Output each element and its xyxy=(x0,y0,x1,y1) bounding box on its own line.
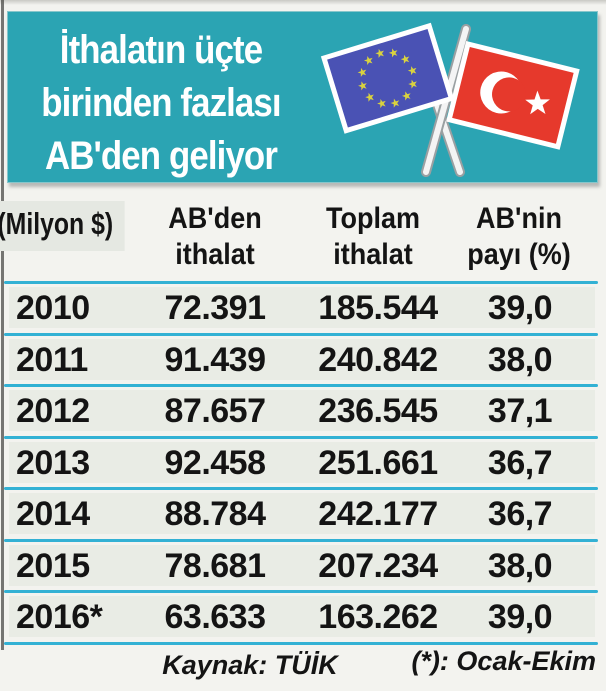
ab-payi-cell: 37,1 xyxy=(487,392,553,430)
toplam-ithalat-cell: 242.177 xyxy=(318,495,438,533)
year-cell: 2015 xyxy=(16,547,90,585)
year-cell: 2011 xyxy=(16,341,88,379)
row-band xyxy=(9,339,595,380)
ab-ithalat-cell: 72.391 xyxy=(164,289,267,327)
ab-ithalat-cell: 92.458 xyxy=(164,444,267,482)
row-band xyxy=(9,596,595,637)
ab-payi-cell: 38,0 xyxy=(487,341,553,379)
ab-payi-cell: 39,0 xyxy=(487,598,553,636)
ab-payi-cell: 38,0 xyxy=(487,547,553,585)
row-band xyxy=(9,545,595,586)
ab-ithalat-cell: 91.439 xyxy=(164,341,267,379)
scan-edge-left xyxy=(1,0,4,650)
toplam-ithalat-cell: 240.842 xyxy=(318,341,438,379)
year-cell: 2012 xyxy=(16,392,90,430)
toplam-ithalat-cell: 207.234 xyxy=(318,547,438,585)
table-row-2014: 2014 88.784 242.177 36,7 xyxy=(0,490,606,537)
row-band xyxy=(9,493,595,534)
headline-line-3: AB'den geliyor xyxy=(44,134,278,178)
year-cell: 2010 xyxy=(16,289,90,327)
headline-title: İthalatın üçte birinden fazlası AB'den g… xyxy=(31,24,290,183)
headline-line-1: İthalatın üçte xyxy=(59,28,263,72)
row-band xyxy=(9,442,595,483)
ab-payi-cell: 39,0 xyxy=(487,289,553,327)
toplam-ithalat-cell: 185.544 xyxy=(318,289,438,327)
headline-banner: İthalatın üçte birinden fazlası AB'den g… xyxy=(7,11,598,183)
toplam-ithalat-cell: 236.545 xyxy=(318,392,438,430)
table-row-2016: 2016* 63.633 163.262 39,0 xyxy=(0,593,606,640)
table-row-2010: 2010 72.391 185.544 39,0 xyxy=(0,284,606,331)
year-cell: 2013 xyxy=(16,444,90,482)
ab-payi-cell: 36,7 xyxy=(487,495,553,533)
eu-flag-icon xyxy=(320,22,455,134)
column-header-ab-ithalat: AB'den ithalat xyxy=(168,202,262,271)
toplam-ithalat-cell: 251.661 xyxy=(318,444,438,482)
footnote-label: (*): Ocak-Ekim xyxy=(411,646,596,676)
row-divider xyxy=(4,487,598,490)
ab-ithalat-cell: 87.657 xyxy=(164,392,267,430)
toplam-ithalat-cell: 163.262 xyxy=(318,598,438,636)
scan-edge-top xyxy=(0,0,606,5)
row-band xyxy=(9,390,595,431)
source-label: Kaynak: TÜİK xyxy=(162,650,338,680)
year-cell: 2014 xyxy=(16,495,90,533)
unit-label: (Milyon $) xyxy=(0,201,125,251)
row-divider xyxy=(4,436,598,439)
ab-ithalat-cell: 78.681 xyxy=(164,547,267,585)
column-header-ab-payi: AB'nin payı (%) xyxy=(467,202,571,271)
year-cell: 2016* xyxy=(16,598,103,636)
row-divider xyxy=(4,333,598,336)
table-row-2013: 2013 92.458 251.661 36,7 xyxy=(0,439,606,486)
column-header-toplam-ithalat: Toplam ithalat xyxy=(325,202,420,271)
ab-ithalat-cell: 88.784 xyxy=(164,495,267,533)
ab-ithalat-cell: 63.633 xyxy=(164,598,267,636)
row-divider xyxy=(4,384,598,387)
row-band xyxy=(9,287,595,328)
headline-line-2: birinden fazlası xyxy=(41,81,281,125)
table-row-2011: 2011 91.439 240.842 38,0 xyxy=(0,336,606,383)
row-divider xyxy=(4,281,598,284)
row-divider xyxy=(4,539,598,542)
table-row-2012: 2012 87.657 236.545 37,1 xyxy=(0,387,606,434)
table-row-2015: 2015 78.681 207.234 38,0 xyxy=(0,542,606,589)
ab-payi-cell: 36,7 xyxy=(487,444,553,482)
row-divider xyxy=(4,642,598,645)
row-divider xyxy=(4,590,598,593)
crossed-flags-illustration xyxy=(320,22,580,177)
turkish-flag-icon xyxy=(446,40,580,150)
